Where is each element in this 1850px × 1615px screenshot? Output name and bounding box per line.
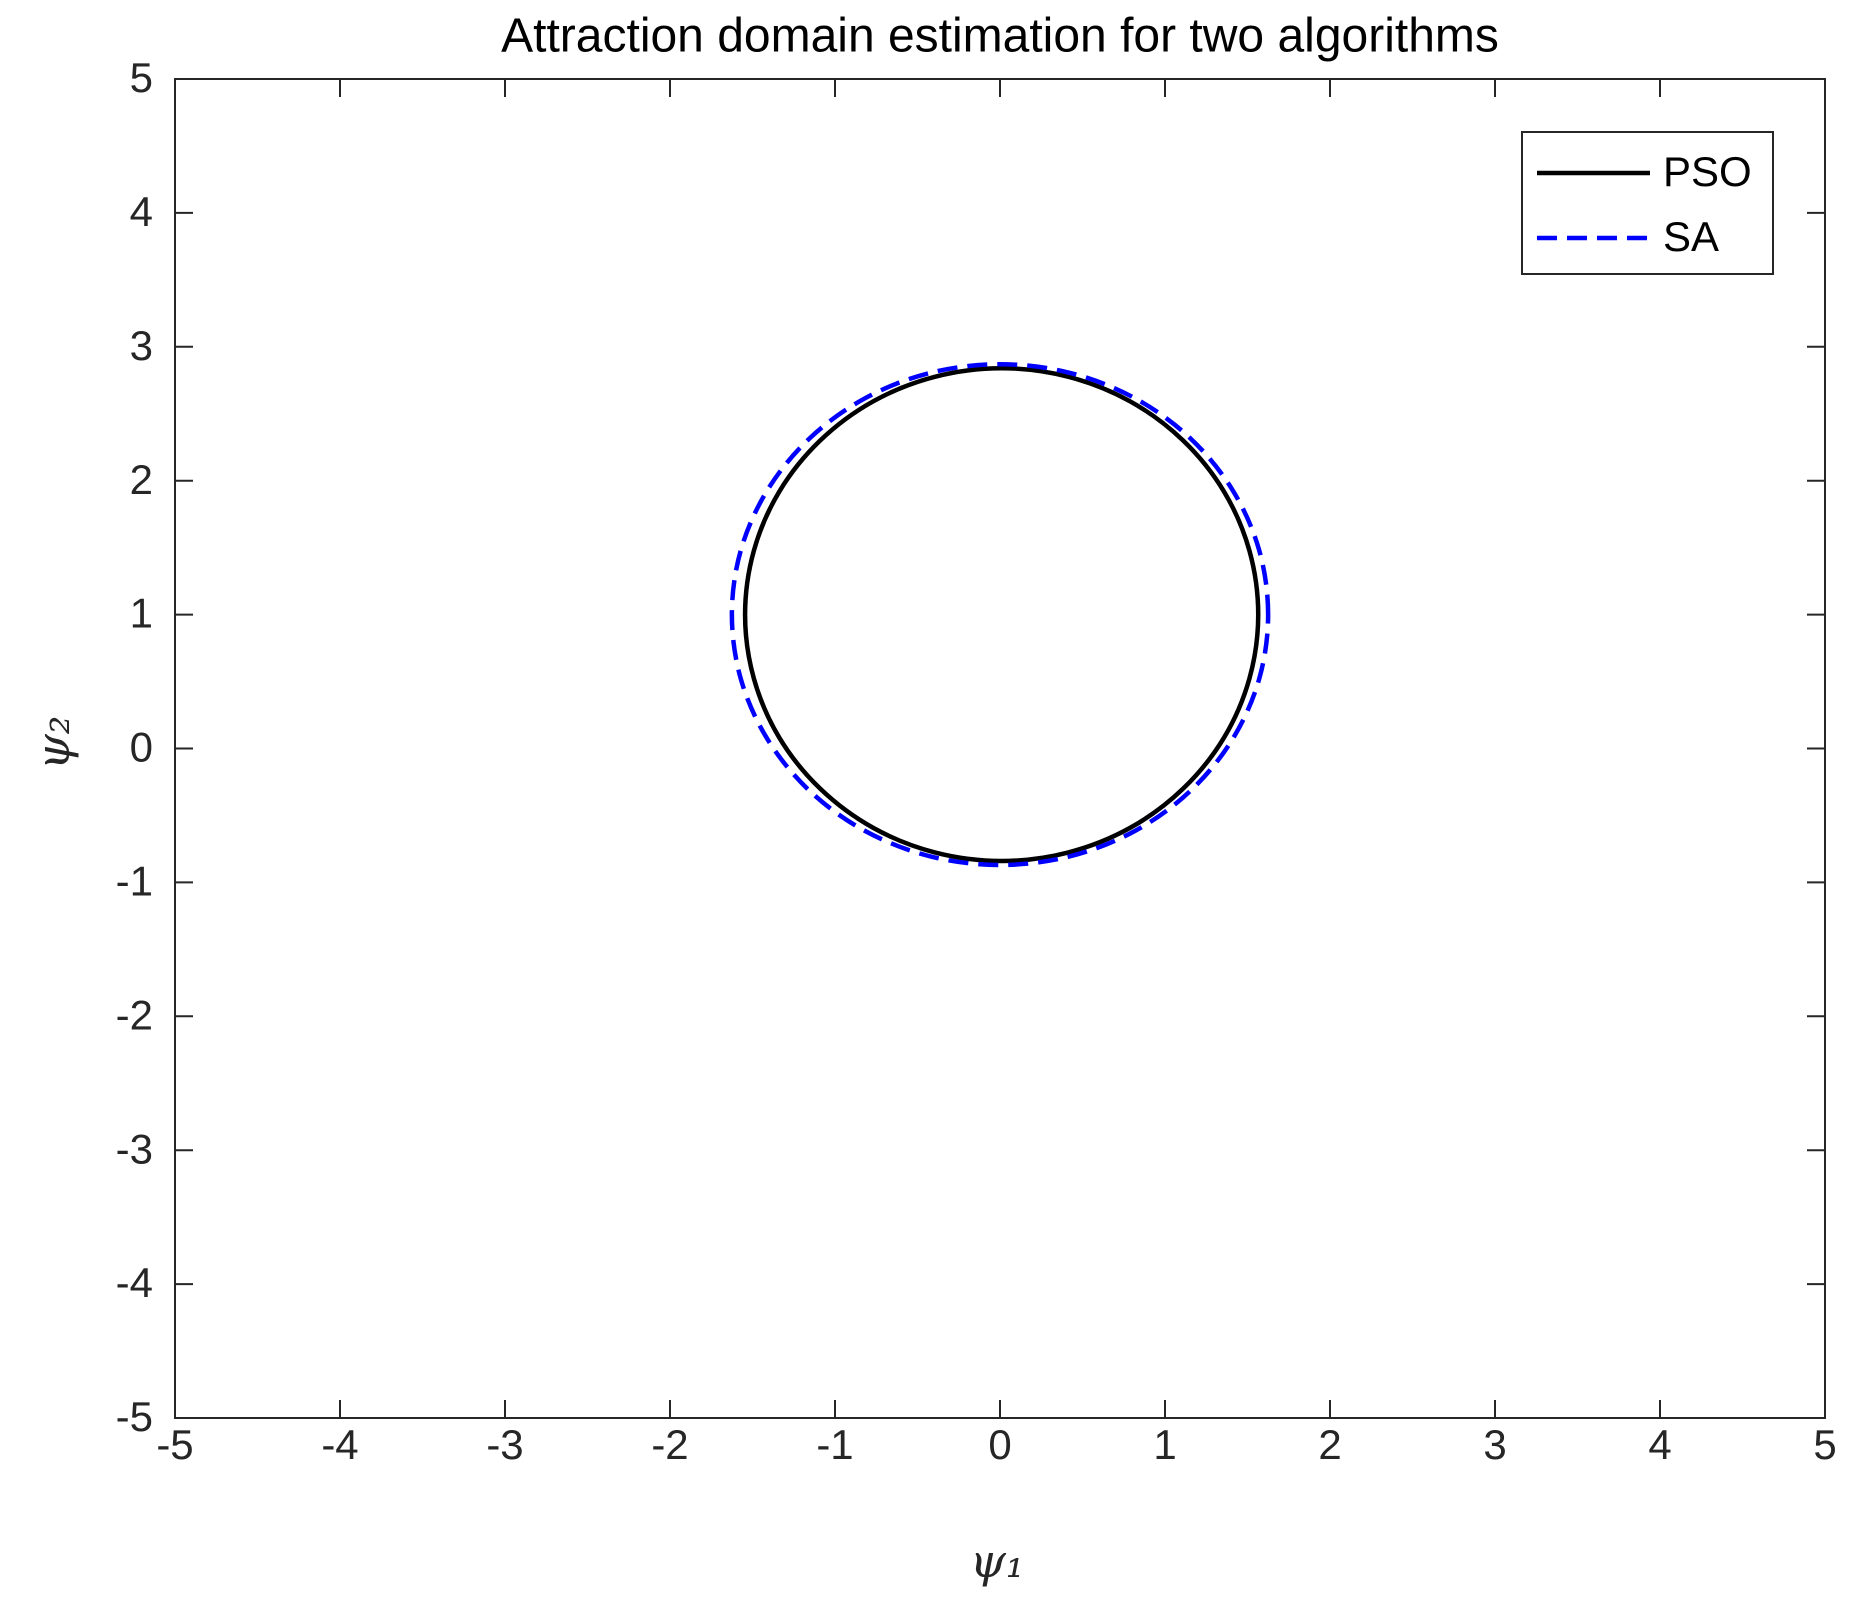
x-tick-label: 4: [1648, 1421, 1671, 1468]
x-tick-label: 5: [1813, 1421, 1836, 1468]
x-tick-label: -3: [486, 1421, 523, 1468]
x-tick-label: -1: [816, 1421, 853, 1468]
y-tick-label: 4: [130, 188, 153, 235]
y-tick-label: 0: [130, 724, 153, 771]
y-tick-label: -3: [116, 1125, 153, 1172]
y-tick-label: -5: [116, 1393, 153, 1440]
legend-label: SA: [1663, 213, 1719, 260]
x-tick-label: 1: [1153, 1421, 1176, 1468]
x-tick-label: -2: [651, 1421, 688, 1468]
legend: PSO SA: [1521, 131, 1774, 275]
x-tick-label: -4: [321, 1421, 358, 1468]
x-axis-label: ψ₁: [970, 1534, 1025, 1588]
x-tick-label: -5: [156, 1421, 193, 1468]
y-tick-label: 2: [130, 456, 153, 503]
series-line: [742, 365, 1261, 864]
legend-label: PSO: [1663, 148, 1752, 195]
y-tick-label: 3: [130, 322, 153, 369]
chart-title: Attraction domain estimation for two alg…: [501, 10, 1499, 63]
series-line: [729, 361, 1271, 868]
y-tick-label: -2: [116, 991, 153, 1038]
x-tick-label: 3: [1483, 1421, 1506, 1468]
y-tick-label: -4: [116, 1259, 153, 1306]
y-tick-label: -1: [116, 857, 153, 904]
x-tick-label: 2: [1318, 1421, 1341, 1468]
legend-box: [1521, 131, 1774, 275]
plot-frame: [174, 78, 1826, 1419]
y-tick-label: 1: [130, 590, 153, 637]
x-tick-label: 0: [988, 1421, 1011, 1468]
y-axis-label: ψ₂: [26, 716, 80, 771]
y-tick-label: 5: [130, 54, 153, 101]
